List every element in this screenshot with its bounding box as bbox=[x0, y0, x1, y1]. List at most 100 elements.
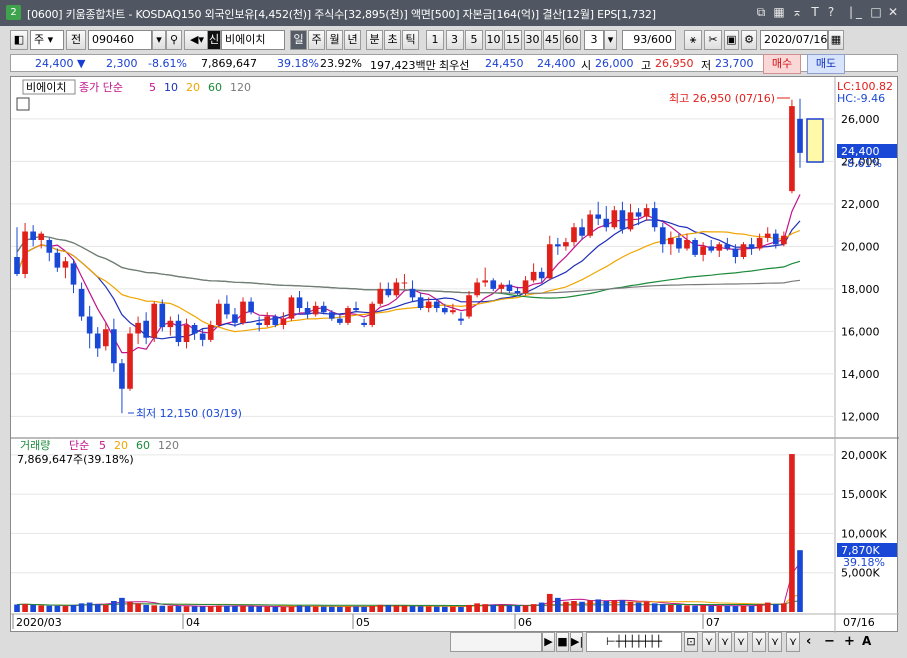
period-mode-select[interactable]: 주 ▾ bbox=[30, 30, 64, 50]
candle-body bbox=[54, 252, 61, 268]
save-icon[interactable]: ▣ bbox=[724, 30, 739, 50]
candle-body bbox=[676, 237, 682, 249]
fit-icon[interactable]: ⊡ bbox=[684, 632, 698, 652]
gear-icon[interactable]: ⚙ bbox=[741, 30, 757, 50]
font-size-icon[interactable]: A bbox=[862, 634, 872, 648]
volume-ma-legend-60: 60 bbox=[136, 439, 150, 452]
zoom-out-icon[interactable]: − bbox=[824, 634, 835, 649]
candle-body bbox=[587, 214, 593, 236]
maximize-icon[interactable]: □ bbox=[870, 5, 882, 19]
candle bbox=[143, 312, 149, 345]
grid-icon[interactable]: ▦ bbox=[773, 5, 785, 19]
scroll-left-icon[interactable]: ‹ bbox=[806, 634, 812, 649]
date-field[interactable]: 2020/07/16 bbox=[760, 30, 828, 50]
candle-body bbox=[659, 227, 666, 245]
price-tick-label: 20,000 bbox=[841, 240, 880, 253]
current-pct-tag: -8.61% bbox=[843, 157, 882, 170]
interval-input[interactable]: 3 bbox=[584, 30, 604, 50]
tab-second[interactable]: 초 bbox=[384, 30, 401, 50]
candle-body bbox=[328, 312, 335, 319]
candle bbox=[595, 201, 602, 226]
chevron-down-icon[interactable]: ▾ bbox=[152, 30, 166, 50]
speaker-icon[interactable]: ◀▾ bbox=[184, 30, 210, 50]
candle-type-icon[interactable]: ⚹ bbox=[684, 30, 702, 50]
volume-bar bbox=[328, 606, 335, 612]
stock-code-input[interactable]: 090460 bbox=[88, 30, 152, 50]
tab-daily[interactable]: 일 bbox=[290, 30, 307, 50]
candle bbox=[280, 312, 287, 330]
tab-minute[interactable]: 분 bbox=[366, 30, 383, 50]
candle bbox=[232, 308, 238, 328]
price-tick-label: 12,000 bbox=[841, 410, 880, 423]
candle-body bbox=[215, 303, 222, 325]
buy-button[interactable]: 매수 bbox=[763, 54, 801, 74]
candle bbox=[563, 237, 569, 251]
zoom-fit-icon-4[interactable]: ⋎ bbox=[752, 632, 766, 652]
candle-body bbox=[555, 244, 561, 247]
calendar-icon[interactable]: ▦ bbox=[828, 30, 844, 50]
current-price: 24,400 ▼ bbox=[35, 57, 86, 70]
candle-body bbox=[450, 310, 456, 313]
minimize-icon[interactable]: _ bbox=[856, 5, 862, 19]
volume-bar bbox=[692, 605, 698, 612]
interval-button-30[interactable]: 30 bbox=[523, 30, 542, 50]
app-badge: 2 bbox=[6, 5, 21, 20]
interval-button-15[interactable]: 15 bbox=[504, 30, 522, 50]
zoom-fit-icon-2[interactable]: ⋎ bbox=[718, 632, 732, 652]
candle bbox=[240, 297, 246, 325]
candle bbox=[417, 293, 424, 311]
interval-button-45[interactable]: 45 bbox=[543, 30, 561, 50]
volume-bar bbox=[304, 606, 311, 612]
help-icon[interactable]: ? bbox=[827, 5, 835, 19]
interval-button-60[interactable]: 60 bbox=[562, 30, 581, 50]
candle-body bbox=[458, 318, 464, 321]
tab-tick[interactable]: 틱 bbox=[402, 30, 419, 50]
zoom-fit-icon-5[interactable]: ⋎ bbox=[768, 632, 782, 652]
candle-body bbox=[30, 231, 36, 240]
search-icon[interactable]: ⚲ bbox=[166, 30, 182, 50]
sidebar-toggle-icon[interactable]: ◧ bbox=[10, 30, 28, 50]
next-icon[interactable]: ▶| bbox=[570, 632, 583, 652]
zoom-fit-icon-3[interactable]: ⋎ bbox=[734, 632, 748, 652]
volume-bar bbox=[320, 606, 327, 612]
price-tick-label: 16,000 bbox=[841, 325, 880, 338]
interval-dropdown-icon[interactable]: ▾ bbox=[604, 30, 617, 50]
close-icon[interactable]: ✕ bbox=[887, 5, 899, 19]
pin-icon[interactable]: ⌅ bbox=[791, 5, 803, 19]
candle bbox=[781, 231, 787, 247]
zoom-slider[interactable]: ⊢┼┼┼┼┼┼┼ bbox=[586, 632, 682, 652]
candle-body bbox=[433, 301, 440, 308]
text-icon[interactable]: T bbox=[811, 5, 819, 19]
volume-bar bbox=[668, 604, 674, 612]
zoom-fit-icon-6[interactable]: ⋎ bbox=[786, 632, 800, 652]
zoom-fit-icon-1[interactable]: ⋎ bbox=[702, 632, 716, 652]
tab-weekly[interactable]: 주 bbox=[308, 30, 325, 50]
sell-button[interactable]: 매도 bbox=[807, 54, 845, 74]
stop-icon[interactable]: ■ bbox=[556, 632, 569, 652]
volume-bar bbox=[708, 605, 715, 612]
zoom-in-icon[interactable]: + bbox=[844, 634, 855, 649]
candle-body bbox=[692, 240, 698, 255]
volume-bar bbox=[240, 606, 246, 612]
candle-body bbox=[240, 301, 246, 323]
play-icon[interactable]: ▶ bbox=[542, 632, 555, 652]
interval-button-1[interactable]: 1 bbox=[426, 30, 444, 50]
interval-button-10[interactable]: 10 bbox=[484, 30, 503, 50]
tab-yearly[interactable]: 년 bbox=[344, 30, 361, 50]
data-count-field[interactable]: 93/600 bbox=[622, 30, 676, 50]
chart-area[interactable]: 26,000 24,000 22,000 20,000 18,000 16,000 14,0… bbox=[10, 76, 899, 633]
interval-button-3[interactable]: 3 bbox=[445, 30, 464, 50]
layout-icon[interactable]: ⧉ bbox=[756, 5, 766, 19]
scroll-track[interactable] bbox=[450, 632, 542, 652]
interval-button-5[interactable]: 5 bbox=[465, 30, 483, 50]
candle bbox=[668, 231, 674, 255]
prev-button[interactable]: 전 bbox=[66, 30, 86, 50]
tools-icon[interactable]: ✂ bbox=[704, 30, 722, 50]
tab-monthly[interactable]: 월 bbox=[326, 30, 343, 50]
chart-canvas[interactable]: 26,000 24,000 22,000 20,000 18,000 16,000 14,0… bbox=[11, 77, 899, 633]
volume-bar bbox=[102, 604, 109, 612]
volume-bar bbox=[458, 606, 464, 612]
candle bbox=[627, 203, 634, 232]
candle-body bbox=[320, 305, 327, 313]
candle bbox=[86, 305, 93, 349]
